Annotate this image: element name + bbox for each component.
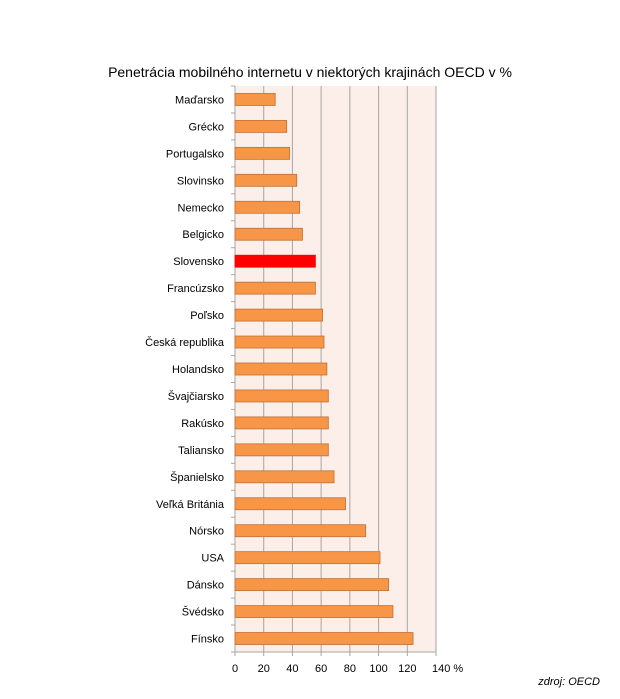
bar: [234, 605, 394, 618]
bar: [234, 146, 290, 160]
category-label: Veľká Británia: [156, 499, 225, 511]
bar: [234, 335, 325, 349]
x-tick-label: 140 %: [432, 663, 463, 675]
category-label: Nórsko: [189, 526, 224, 538]
bar: [234, 389, 329, 403]
bar: [234, 173, 298, 187]
x-tick-label: 100: [369, 663, 387, 675]
bar: [234, 470, 335, 484]
category-label: Taliansko: [178, 445, 224, 457]
bar: [234, 443, 329, 457]
chart-title: Penetrácia mobilného internetu v niektor…: [108, 64, 512, 80]
category-label: Nemecko: [178, 202, 224, 214]
category-label: Belgicko: [182, 229, 224, 241]
bar: [234, 362, 328, 376]
category-label: Holandsko: [172, 364, 224, 376]
category-label: Grécko: [189, 121, 224, 133]
bar: [234, 497, 346, 511]
bar: [234, 308, 323, 322]
category-label: Rakúsko: [181, 418, 224, 430]
source-note: zdroj: OECD: [538, 676, 600, 688]
category-label: Česká republika: [145, 336, 225, 349]
bar: [234, 551, 381, 565]
category-label: Slovensko: [173, 256, 224, 268]
category-label: Slovinsko: [177, 175, 224, 187]
bar: [234, 416, 329, 430]
category-label: Fínsko: [191, 634, 224, 646]
category-label: Portugalsko: [166, 148, 224, 160]
x-tick-label: 120: [398, 663, 416, 675]
category-label: Španielsko: [170, 471, 224, 484]
bar: [234, 524, 367, 538]
x-tick-label: 20: [258, 663, 270, 675]
bar: [234, 93, 276, 106]
category-label: Poľsko: [190, 310, 224, 322]
x-tick-label: 0: [232, 663, 238, 675]
bar: [234, 227, 303, 241]
category-label: Švajčiarsko: [168, 390, 224, 403]
bar: [234, 578, 390, 592]
category-label: Francúzsko: [167, 283, 224, 295]
x-tick-label: 60: [315, 663, 327, 675]
bar-highlight: [234, 254, 316, 268]
category-label: Maďarsko: [175, 94, 224, 106]
bar: [234, 200, 301, 214]
category-label: USA: [201, 553, 224, 565]
category-label: Švédsko: [182, 606, 224, 619]
bar: [234, 281, 316, 295]
x-tick-label: 40: [286, 663, 298, 675]
bar: [234, 120, 288, 133]
x-tick-label: 80: [344, 663, 356, 675]
bar: [234, 632, 414, 645]
category-label: Dánsko: [187, 580, 224, 592]
